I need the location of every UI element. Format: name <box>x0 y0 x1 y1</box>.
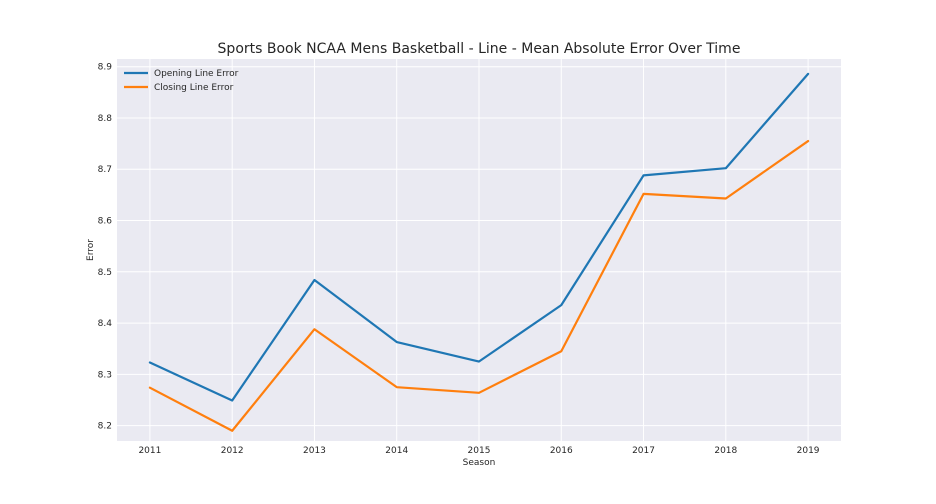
y-tick-label: 8.7 <box>98 165 112 175</box>
x-tick-label: 2016 <box>550 446 573 456</box>
chart-title: Sports Book NCAA Mens Basketball - Line … <box>218 41 741 57</box>
x-tick-label: 2012 <box>221 446 244 456</box>
y-tick-label: 8.3 <box>98 370 112 380</box>
x-tick-label: 2013 <box>303 446 326 456</box>
series-line-opening <box>148 72 810 402</box>
y-tick-label: 8.8 <box>98 114 113 124</box>
x-tick-label: 2015 <box>468 446 491 456</box>
y-tick-labels: 8.2 8.3 8.4 8.5 8.6 8.7 8.8 8.9 <box>98 63 113 432</box>
x-tick-label: 2011 <box>138 446 161 456</box>
legend-label: Opening Line Error <box>154 69 239 79</box>
legend-label: Closing Line Error <box>154 83 234 93</box>
x-tick-label: 2017 <box>632 446 655 456</box>
x-axis-label: Season <box>463 458 496 468</box>
y-tick-label: 8.9 <box>98 63 113 73</box>
y-axis-label: Error <box>86 239 96 261</box>
y-tick-label: 8.5 <box>98 268 112 278</box>
y-tick-label: 8.2 <box>98 422 112 432</box>
y-tick-label: 8.6 <box>98 217 113 227</box>
series-layer <box>148 72 810 432</box>
grid-lines <box>117 59 841 441</box>
x-tick-label: 2018 <box>714 446 737 456</box>
x-tick-label: 2014 <box>385 446 408 456</box>
x-tick-labels: 2011 2012 2013 2014 2015 2016 2017 2018 2019 <box>138 446 819 456</box>
series-line-closing <box>148 139 810 432</box>
y-tick-label: 8.4 <box>98 319 113 329</box>
legend: Opening Line Error Closing Line Error <box>124 69 239 93</box>
x-tick-label: 2019 <box>797 446 820 456</box>
